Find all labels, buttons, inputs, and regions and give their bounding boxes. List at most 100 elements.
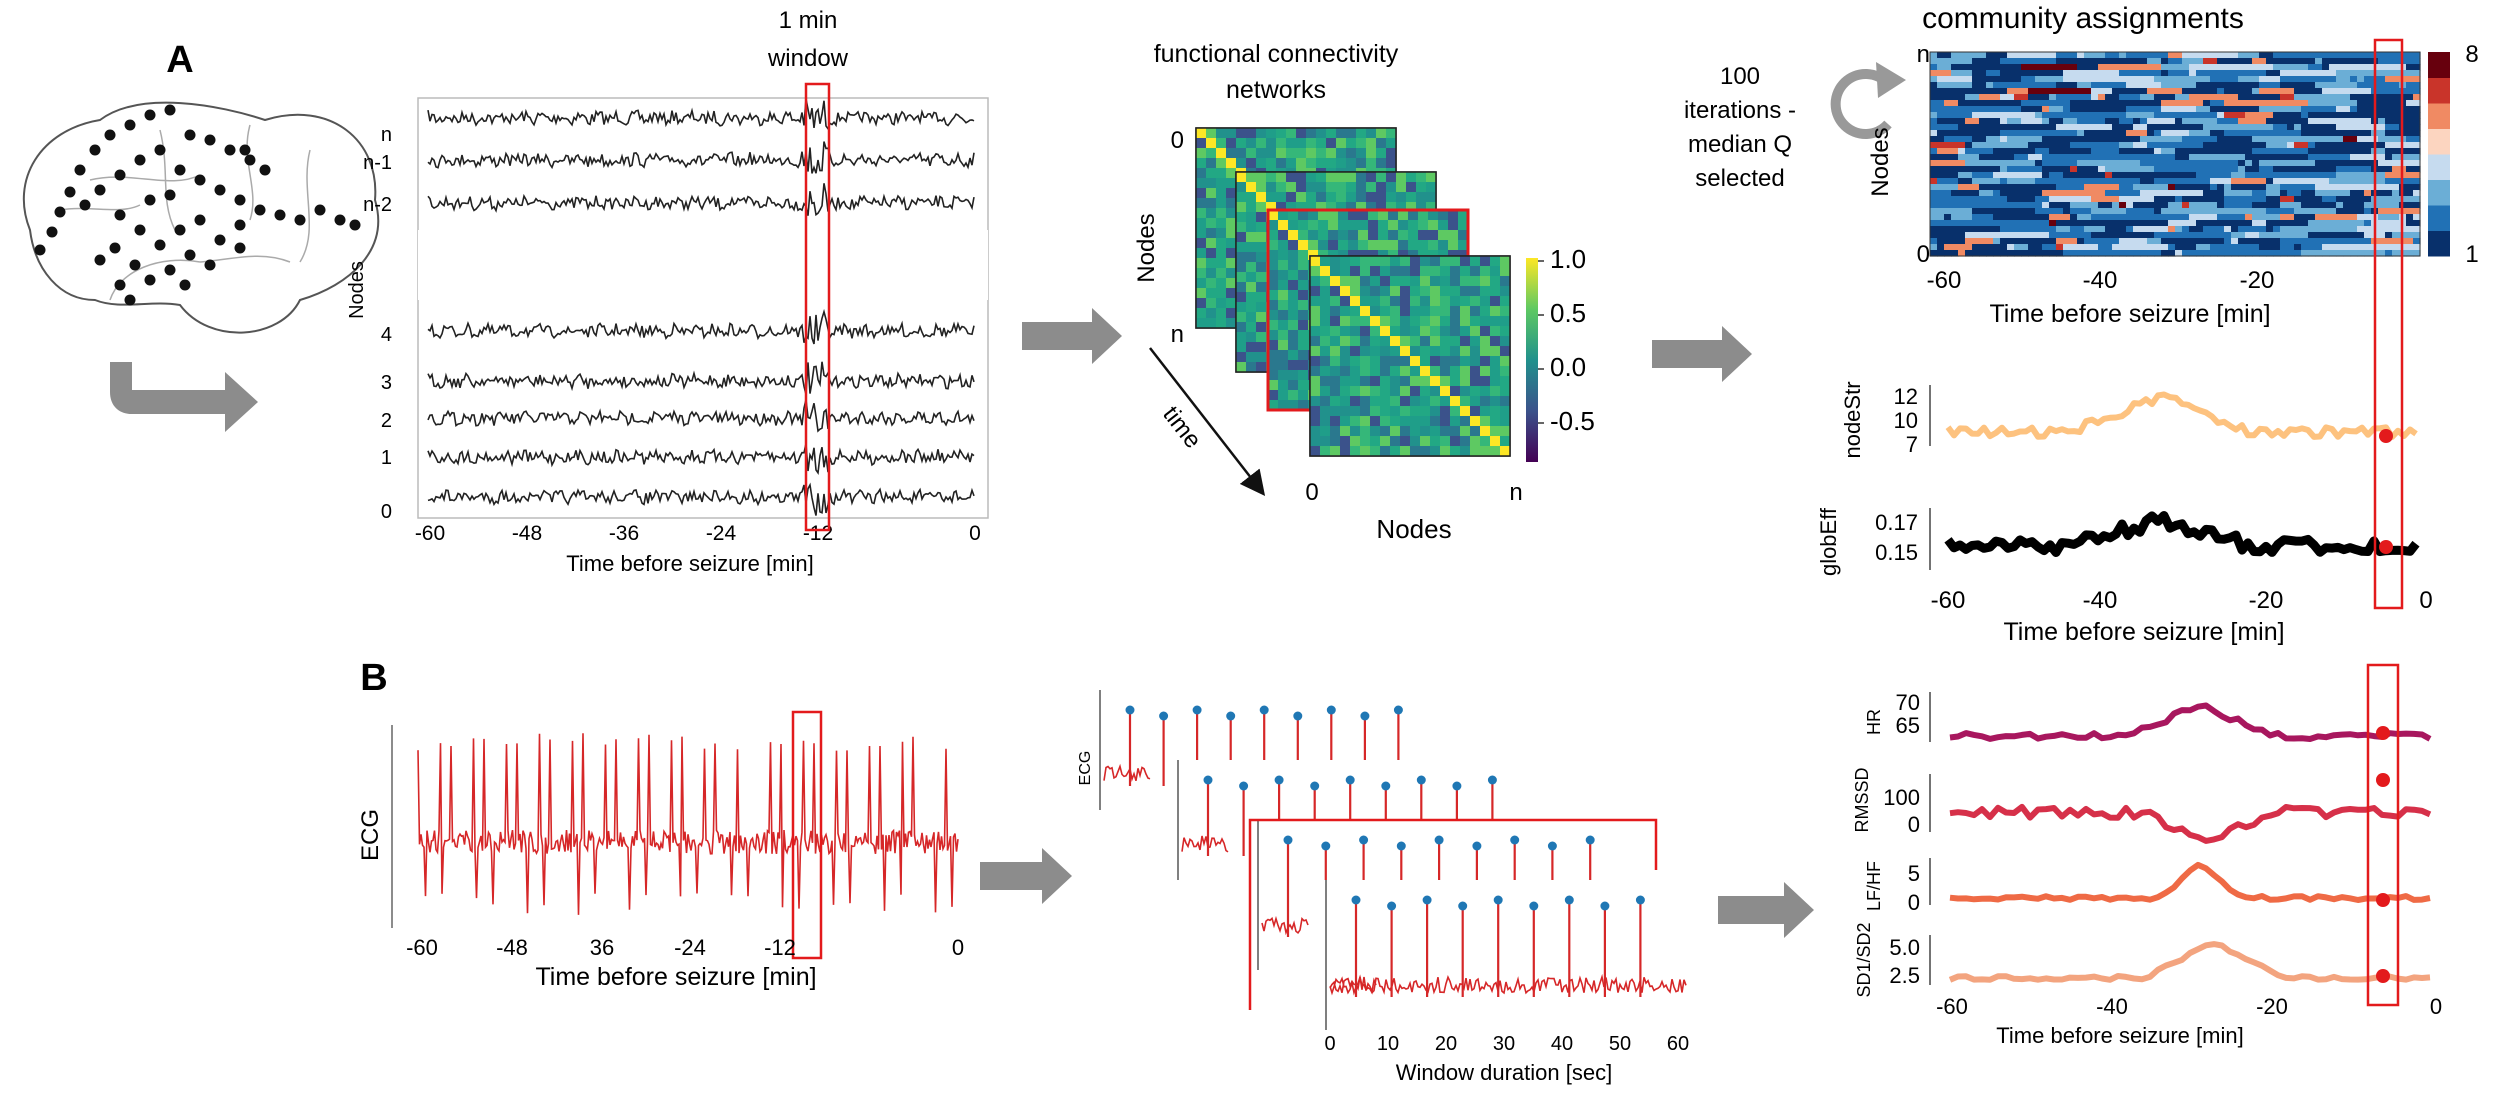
fc-cell (1380, 276, 1390, 286)
community-cell (2336, 178, 2344, 185)
fc-cell (1350, 386, 1360, 396)
community-cell (2392, 52, 2400, 59)
community-cell (2392, 184, 2400, 191)
fc-cell (1360, 396, 1370, 406)
community-cell (1944, 124, 1952, 131)
fc-cell (1350, 316, 1360, 326)
community-cell (2385, 154, 2393, 161)
community-cbar-swatch (2428, 103, 2450, 129)
community-cell (2189, 178, 2197, 185)
fc-cell (1500, 266, 1510, 276)
community-cell (2168, 148, 2176, 155)
fc-cell (1366, 128, 1376, 138)
fc-cell (1318, 220, 1328, 230)
community-cell (2077, 52, 2085, 59)
community-cell (2357, 70, 2365, 77)
community-cell (1958, 160, 1966, 167)
community-cell (2084, 52, 2092, 59)
community-cell (2189, 82, 2197, 89)
community-cell (2007, 166, 2015, 173)
community-cell (2007, 118, 2015, 125)
fc-cell (1196, 308, 1206, 318)
fc-cell (1236, 182, 1246, 192)
community-cell (2413, 124, 2421, 131)
ecg-r-peak-marker (1458, 901, 1468, 911)
fc-cell (1226, 198, 1236, 208)
community-cell (2378, 130, 2386, 137)
community-cell (2280, 238, 2288, 245)
community-cell (2168, 58, 2176, 65)
fc-cell (1390, 296, 1400, 306)
community-cell (1958, 52, 1966, 59)
fc-cell (1316, 202, 1326, 212)
community-cell (2070, 148, 2078, 155)
community-cell (1972, 226, 1980, 233)
community-cell (1930, 124, 1938, 131)
fc-cell (1480, 296, 1490, 306)
community-cell (2259, 136, 2267, 143)
community-cell (2413, 214, 2421, 221)
community-cell (2098, 166, 2106, 173)
fc-cell (1326, 158, 1336, 168)
community-cell (2042, 130, 2050, 137)
community-cell (2014, 88, 2022, 95)
community-cell (2105, 160, 2113, 167)
fc-cell (1276, 138, 1286, 148)
community-cell (2112, 94, 2120, 101)
community-cell (2021, 148, 2029, 155)
community-cell (2259, 166, 2267, 173)
fc-cell (1226, 228, 1236, 238)
community-cell (2280, 196, 2288, 203)
community-cell (2280, 64, 2288, 71)
community-cell (2119, 238, 2127, 245)
community-cell (1972, 64, 1980, 71)
fc-cell (1400, 336, 1410, 346)
community-cell (2168, 184, 2176, 191)
fc-cell (1320, 446, 1330, 456)
community-cell (2049, 208, 2057, 215)
fc-cell (1490, 406, 1500, 416)
fc-cell (1278, 350, 1288, 360)
community-cell (1979, 76, 1987, 83)
community-cell (2308, 238, 2316, 245)
fc-cell (1296, 138, 1306, 148)
community-cell (2042, 208, 2050, 215)
community-cell (1930, 106, 1938, 113)
community-cell (2077, 100, 2085, 107)
community-cell (1930, 184, 1938, 191)
community-cell (2161, 244, 2169, 251)
community-cell (1951, 148, 1959, 155)
community-cell (2042, 232, 2050, 239)
community-cell (2049, 238, 2057, 245)
fc-cell (1440, 356, 1450, 366)
community-cell (2035, 94, 2043, 101)
fc-cell (1410, 276, 1420, 286)
community-cell (2063, 58, 2071, 65)
community-cell (2350, 88, 2358, 95)
fc-cell (1440, 296, 1450, 306)
community-cell (1944, 190, 1952, 197)
community-cell (2035, 208, 2043, 215)
fc-cell (1450, 316, 1460, 326)
community-cell (2392, 238, 2400, 245)
community-cell (2042, 106, 2050, 113)
community-cell (2273, 166, 2281, 173)
fc-cell (1310, 356, 1320, 366)
ecg-r-peak-marker (1359, 835, 1369, 845)
community-cell (2021, 208, 2029, 215)
community-cell (2140, 70, 2148, 77)
fc-cell (1246, 312, 1256, 322)
community-cell (2364, 82, 2372, 89)
community-cell (2161, 76, 2169, 83)
community-cell (2161, 178, 2169, 185)
community-cell (2161, 64, 2169, 71)
community-cell (2154, 214, 2162, 221)
eeg-metric-xtick: -20 (2249, 587, 2284, 614)
community-cell (2119, 142, 2127, 149)
fc-cell (1390, 446, 1400, 456)
community-cell (2007, 226, 2015, 233)
fc-cell (1316, 158, 1326, 168)
community-cell (1965, 226, 1973, 233)
fc-cell (1378, 230, 1388, 240)
